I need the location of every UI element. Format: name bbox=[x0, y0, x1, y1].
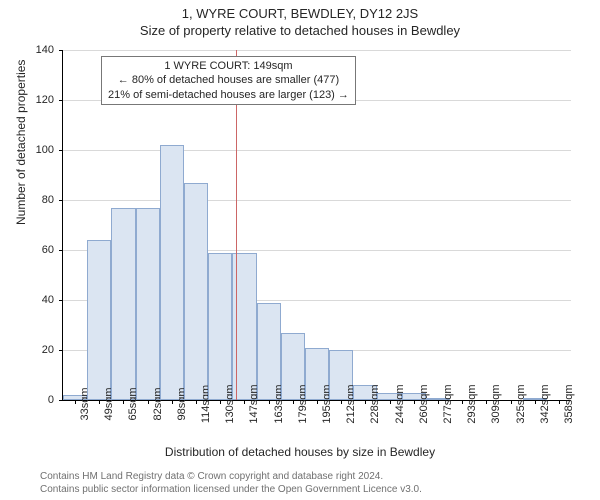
xtick-mark bbox=[269, 400, 270, 404]
ytick-label: 80 bbox=[0, 194, 54, 206]
xtick-mark bbox=[341, 400, 342, 404]
xtick-mark bbox=[462, 400, 463, 404]
ytick-label: 140 bbox=[0, 44, 54, 56]
ytick-mark bbox=[59, 200, 63, 201]
xtick-label: 293sqm bbox=[466, 384, 478, 423]
ytick-label: 20 bbox=[0, 344, 54, 356]
ytick-mark bbox=[59, 250, 63, 251]
xtick-label: 358sqm bbox=[563, 384, 575, 423]
annotation-box: 1 WYRE COURT: 149sqm← 80% of detached ho… bbox=[101, 56, 356, 105]
ytick-mark bbox=[59, 350, 63, 351]
annotation-line: 1 WYRE COURT: 149sqm bbox=[108, 59, 349, 73]
xtick-mark bbox=[75, 400, 76, 404]
xtick-mark bbox=[390, 400, 391, 404]
histogram-bar bbox=[87, 240, 111, 400]
footer-line-2: Contains public sector information licen… bbox=[40, 484, 422, 497]
histogram-bar bbox=[111, 208, 135, 401]
xtick-mark bbox=[486, 400, 487, 404]
ytick-label: 120 bbox=[0, 94, 54, 106]
ytick-label: 100 bbox=[0, 144, 54, 156]
ytick-mark bbox=[59, 300, 63, 301]
xtick-label: 244sqm bbox=[394, 384, 406, 423]
xtick-label: 260sqm bbox=[418, 384, 430, 423]
xtick-mark bbox=[414, 400, 415, 404]
plot-region: 33sqm49sqm65sqm82sqm98sqm114sqm130sqm147… bbox=[62, 50, 571, 401]
xtick-label: 277sqm bbox=[442, 384, 454, 423]
xtick-mark bbox=[123, 400, 124, 404]
ytick-mark bbox=[59, 100, 63, 101]
xtick-mark bbox=[148, 400, 149, 404]
ytick-label: 60 bbox=[0, 244, 54, 256]
histogram-bar bbox=[184, 183, 208, 401]
xtick-label: 325sqm bbox=[515, 384, 527, 423]
xtick-mark bbox=[511, 400, 512, 404]
xtick-mark bbox=[99, 400, 100, 404]
xtick-mark bbox=[438, 400, 439, 404]
gridline bbox=[63, 200, 571, 201]
footer-attribution: Contains HM Land Registry data © Crown c… bbox=[40, 471, 422, 496]
ytick-mark bbox=[59, 400, 63, 401]
gridline bbox=[63, 150, 571, 151]
xtick-mark bbox=[196, 400, 197, 404]
ytick-mark bbox=[59, 150, 63, 151]
ytick-mark bbox=[59, 50, 63, 51]
xtick-label: 228sqm bbox=[369, 384, 381, 423]
xtick-mark bbox=[172, 400, 173, 404]
annotation-line: 21% of semi-detached houses are larger (… bbox=[108, 88, 349, 102]
footer-line-1: Contains HM Land Registry data © Crown c… bbox=[40, 471, 422, 484]
annotation-line: ← 80% of detached houses are smaller (47… bbox=[108, 73, 349, 87]
ytick-label: 0 bbox=[0, 394, 54, 406]
gridline bbox=[63, 50, 571, 51]
xtick-mark bbox=[244, 400, 245, 404]
xtick-mark bbox=[220, 400, 221, 404]
x-axis-label: Distribution of detached houses by size … bbox=[0, 445, 600, 459]
xtick-label: 309sqm bbox=[490, 384, 502, 423]
xtick-mark bbox=[365, 400, 366, 404]
histogram-bar bbox=[160, 145, 184, 400]
histogram-bar bbox=[208, 253, 232, 401]
ytick-label: 40 bbox=[0, 294, 54, 306]
chart-title-sub: Size of property relative to detached ho… bbox=[0, 21, 600, 38]
histogram-bar bbox=[136, 208, 160, 401]
xtick-mark bbox=[559, 400, 560, 404]
xtick-label: 342sqm bbox=[539, 384, 551, 423]
xtick-mark bbox=[293, 400, 294, 404]
chart-title-main: 1, WYRE COURT, BEWDLEY, DY12 2JS bbox=[0, 0, 600, 21]
xtick-mark bbox=[317, 400, 318, 404]
xtick-mark bbox=[535, 400, 536, 404]
chart-area: 33sqm49sqm65sqm82sqm98sqm114sqm130sqm147… bbox=[62, 50, 570, 400]
